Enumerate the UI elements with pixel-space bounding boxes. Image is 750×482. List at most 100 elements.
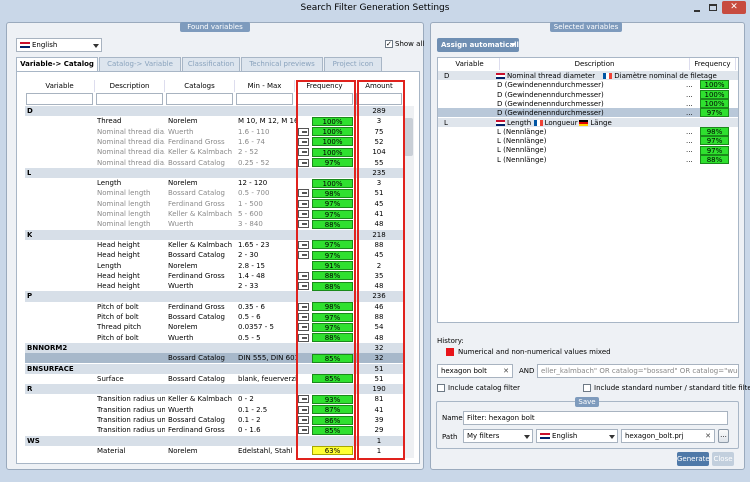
variable-row[interactable]: L (Nennlänge)... 98% [438,126,738,137]
column-filter[interactable] [96,93,163,105]
generate-button[interactable]: Generate [677,452,709,466]
variable-row[interactable]: Thread pitch Norelem 0.0357 - 5 97% 54 [25,322,403,333]
group-row[interactable]: K 218 [25,229,403,240]
tab[interactable]: Technical previews [241,57,323,71]
group-row[interactable]: WS 1 [25,435,403,446]
description: Thread [97,117,122,126]
variable-row[interactable]: Pitch of bolt Bossard Catalog 0.5 - 6 97% 88 [25,312,403,323]
variable-row[interactable]: Nominal length Wuerth 3 - 840 88% 48 [25,219,403,230]
amount: 218 [372,230,386,239]
variable-row[interactable]: Transition radius un... Keller & Kalmbach… [25,394,403,405]
column-header[interactable]: Description [500,58,690,70]
minimize-button[interactable] [690,2,704,14]
close-button[interactable]: Close [712,452,734,466]
tab[interactable]: Catalog-> Variable [99,57,181,71]
close-window-button[interactable]: ✕ [722,1,746,14]
variable-row[interactable]: Pitch of bolt Wuerth 0.5 - 5 88% 48 [25,332,403,343]
variable-row[interactable]: Transition radius un... Ferdinand Gross 0 … [25,425,403,436]
clear-search[interactable]: ✕ [503,367,509,375]
frequency-cell: 100% [312,147,353,157]
group-row[interactable]: P 236 [25,291,403,302]
include-standard-checkbox[interactable] [583,384,591,392]
column-header[interactable]: Frequency [690,58,736,70]
group-row[interactable]: BNNORM2 32 [25,342,403,354]
catalog-icon [298,210,309,218]
column-header[interactable]: Description [95,80,165,92]
group-name: L [27,168,32,177]
variable-row[interactable]: Length Norelem 2.8 - 15 91% 2 [25,260,403,271]
group-row[interactable]: L 235 [25,167,403,179]
name-input[interactable]: Filter: hexagon bolt [463,411,728,425]
frequency-cell: 97% [312,209,353,219]
catalog: Ferdinand Gross [168,271,225,280]
search-input[interactable]: hexagon bolt [437,364,513,378]
variable-row[interactable]: Head height Keller & Kalmbach 1.65 - 23 97%… [25,239,403,251]
variable-row[interactable]: Head height Bossard Catalog 2 - 30 97% 45 [25,250,403,261]
variable-row[interactable]: Head height Wuerth 2 - 33 88% 48 [25,281,403,292]
variable-row[interactable]: Length Norelem 12 - 120 100% 3 [25,178,403,189]
variable-row[interactable]: Nominal thread dia... Wuerth 1.6 - 110 100%… [25,126,403,137]
catalog-icon [298,127,309,136]
variable-row[interactable]: D (Gewindenenndurchmesser)... 100% [438,89,738,99]
variable-row[interactable]: Nominal length Ferdinand Gross 1 - 500 97% 4… [25,198,403,209]
variable-row[interactable]: Nominal length Keller & Kalmbach 5 - 600 97… [25,209,403,220]
min-max: 0.5 - 5 [238,333,261,342]
variable-row[interactable]: L (Nennlänge)... 97% [438,145,738,155]
variable-row[interactable]: L (Nennlänge)... 88% [438,154,738,164]
variable-row[interactable]: Nominal thread dia... Bossard Catalog 0.25… [25,157,403,168]
show-all-checkbox[interactable]: ✓ [385,40,393,48]
description: ... [686,81,693,90]
variable-row[interactable]: Transition radius un... Bossard Catalog 0.… [25,415,403,426]
min-max: 0.25 - 52 [238,158,270,167]
column-header[interactable]: Variable [25,80,95,92]
variable-row[interactable]: Head height Ferdinand Gross 1.4 - 48 88% 35 [25,270,403,282]
column-filter[interactable] [26,93,93,105]
group-row[interactable]: BNSURFACE 51 [25,363,403,374]
description: Nominal thread dia... [97,158,165,167]
include-catalog-checkbox[interactable] [437,384,445,392]
path-select[interactable]: My filters [463,429,533,443]
amount: 41 [374,210,384,218]
variable-row[interactable]: Surface Bossard Catalog blank, feuerverzin… [25,373,403,385]
min-max: 0.1 - 2 [238,416,261,424]
min-max: 1.4 - 48 [238,271,266,280]
variable-row[interactable]: L (Nennlänge)... 97% [438,136,738,146]
assign-button[interactable]: Assign automatically [437,38,519,52]
variable-row[interactable]: Thread Norelem M 10, M 12, M 16, M... 100% 3 [25,116,403,127]
variable-row[interactable]: D (Gewindenenndurchmesser)... 97% [438,108,738,118]
window-title: Search Filter Generation Settings [300,3,450,13]
tab[interactable]: Classification [182,57,240,71]
file-input[interactable]: hexagon_bolt.prj [621,429,715,443]
tab[interactable]: Project icon [324,57,382,71]
column-header[interactable]: Min - Max [235,80,295,92]
variable-row[interactable]: Pitch of bolt Ferdinand Gross 0.35 - 6 98% 4… [25,301,403,312]
column-header[interactable]: Catalogs [165,80,235,92]
column-header[interactable]: Variable [440,58,500,70]
variable-row[interactable]: Nominal length Bossard Catalog 0.5 - 700 98… [25,188,403,199]
language-select[interactable]: English [16,38,102,52]
variable-row[interactable]: Transition radius un... Wuerth 0.1 - 2.5 87… [25,404,403,415]
variable-row[interactable]: D (Gewindenenndurchmesser)... 100% [438,98,738,109]
maximize-button[interactable] [706,2,720,14]
amount: 289 [372,107,386,115]
clear-file[interactable]: ✕ [705,432,711,440]
group-row[interactable]: D Nominal thread diameter Diamètre nominal… [438,71,738,81]
column-filter[interactable] [356,93,402,105]
variable-row[interactable]: D (Gewindenenndurchmesser)... 100% [438,80,738,90]
column-filter[interactable] [166,93,233,105]
column-filter[interactable] [236,93,293,105]
browse-button[interactable]: ... [718,429,729,443]
variable-row[interactable]: Nominal thread dia... Ferdinand Gross 1.6 … [25,136,403,148]
frequency-cell: 85% [312,353,353,363]
group-row[interactable]: D 289 [25,106,403,117]
group-row[interactable]: L Length Longueur Länge [438,117,738,127]
filter-expression[interactable]: eller_kalmbach" OR catalog="bossard" OR … [537,364,739,378]
variable-row[interactable]: Nominal thread dia... Keller & Kalmbach 2 … [25,147,403,158]
tab[interactable]: Variable-> Catalog [16,57,98,71]
language-select[interactable]: English [536,429,618,443]
group-row[interactable]: R 190 [25,384,403,395]
frequency-cell: 100% [312,127,353,137]
description: Surface [97,374,124,383]
variable-row[interactable]: Material Norelem Edelstahl, Stahl 63% 1 [25,445,403,457]
variable-row[interactable]: Bossard Catalog DIN 555, DIN 601, D... 85%… [25,353,403,364]
